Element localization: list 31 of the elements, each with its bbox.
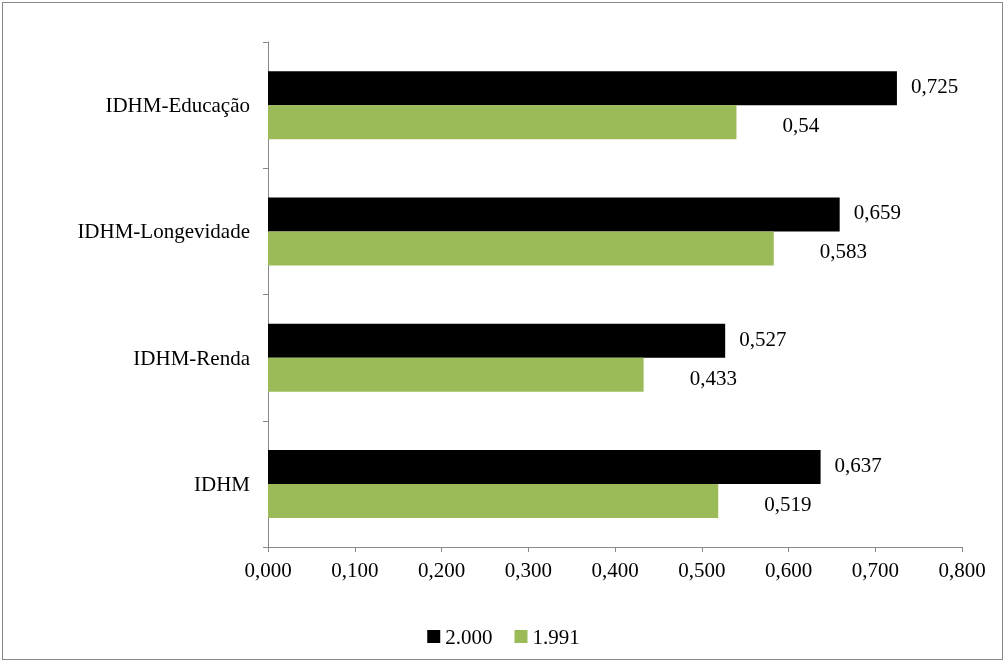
x-tick-label: 0,200 xyxy=(417,557,466,582)
bar xyxy=(268,71,897,106)
bar xyxy=(268,323,726,358)
x-tick-label: 0,000 xyxy=(244,557,292,582)
x-tick-label: 0,100 xyxy=(331,557,379,582)
bar xyxy=(268,197,840,232)
data-label: 0,637 xyxy=(834,452,882,477)
x-tick-label: 0,500 xyxy=(678,557,726,582)
data-label: 0,54 xyxy=(782,113,820,138)
data-label: 0,519 xyxy=(764,491,812,516)
x-tick-label: 0,400 xyxy=(591,557,639,582)
bar xyxy=(268,357,644,392)
bar xyxy=(268,449,821,484)
data-label: 0,725 xyxy=(910,74,959,99)
y-tick-label: IDHM-Longevidade xyxy=(77,219,250,244)
x-tick-label: 0,600 xyxy=(764,557,813,582)
data-label: 0,433 xyxy=(689,365,737,390)
legend-label: 1.991 xyxy=(532,624,580,649)
bar xyxy=(268,105,737,140)
data-label: 0,659 xyxy=(853,200,901,225)
x-tick-label: 0,700 xyxy=(851,557,899,582)
x-tick-label: 0,300 xyxy=(504,557,552,582)
legend-label: 2.000 xyxy=(445,624,493,649)
x-tick-label: 0,800 xyxy=(938,557,986,582)
data-label: 0,527 xyxy=(739,326,787,351)
y-tick-label: IDHM-Educação xyxy=(105,93,250,118)
data-label: 0,583 xyxy=(819,239,867,264)
y-tick-label: IDHM-Renda xyxy=(133,345,251,370)
bar xyxy=(268,483,719,518)
bar xyxy=(268,231,774,266)
y-tick-label: IDHM xyxy=(194,471,251,496)
